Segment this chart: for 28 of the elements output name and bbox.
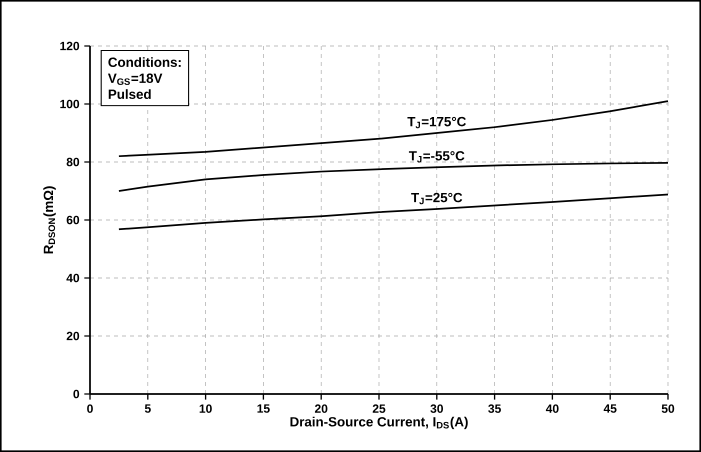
x-tick-label: 30 <box>430 404 443 413</box>
y-axis-title: R$_{DSON}$(mΩ) <box>43 186 56 254</box>
annotation: Conditions: <box>108 57 181 67</box>
series-label: T$_{J}$=-55°C <box>408 151 464 162</box>
x-tick-label: 45 <box>604 404 617 413</box>
series-label: T$_{J}$=25°C <box>411 192 462 204</box>
y-tick-label: 0 <box>73 390 80 398</box>
y-tick-label: 100 <box>60 100 80 108</box>
x-axis-title: Drain-Source Current, I$_{DS}$(A) <box>290 416 468 430</box>
annotation: Pulsed <box>108 89 151 99</box>
x-tick-label: 10 <box>200 404 212 413</box>
x-tick-label: 35 <box>488 404 501 413</box>
y-tick-label: 40 <box>66 274 80 282</box>
x-tick-label: 20 <box>314 404 328 413</box>
line-series <box>118 162 669 192</box>
x-tick-label: 15 <box>257 404 270 413</box>
y-tick-label: 60 <box>66 216 80 224</box>
y-tick-label: 80 <box>66 158 80 166</box>
y-tick-label: 20 <box>66 332 80 340</box>
y-tick-label: 120 <box>60 42 80 50</box>
x-tick-label: 5 <box>144 404 151 413</box>
x-tick-label: 25 <box>372 404 386 413</box>
x-tick-label: 0 <box>87 404 93 413</box>
x-tick-label: 40 <box>546 404 559 413</box>
x-tick-label: 50 <box>662 404 674 413</box>
annotation: V$_{GS}$=18V <box>108 74 162 85</box>
series-label: T$_{J}$=175°C <box>407 116 466 128</box>
line-series <box>118 194 669 230</box>
